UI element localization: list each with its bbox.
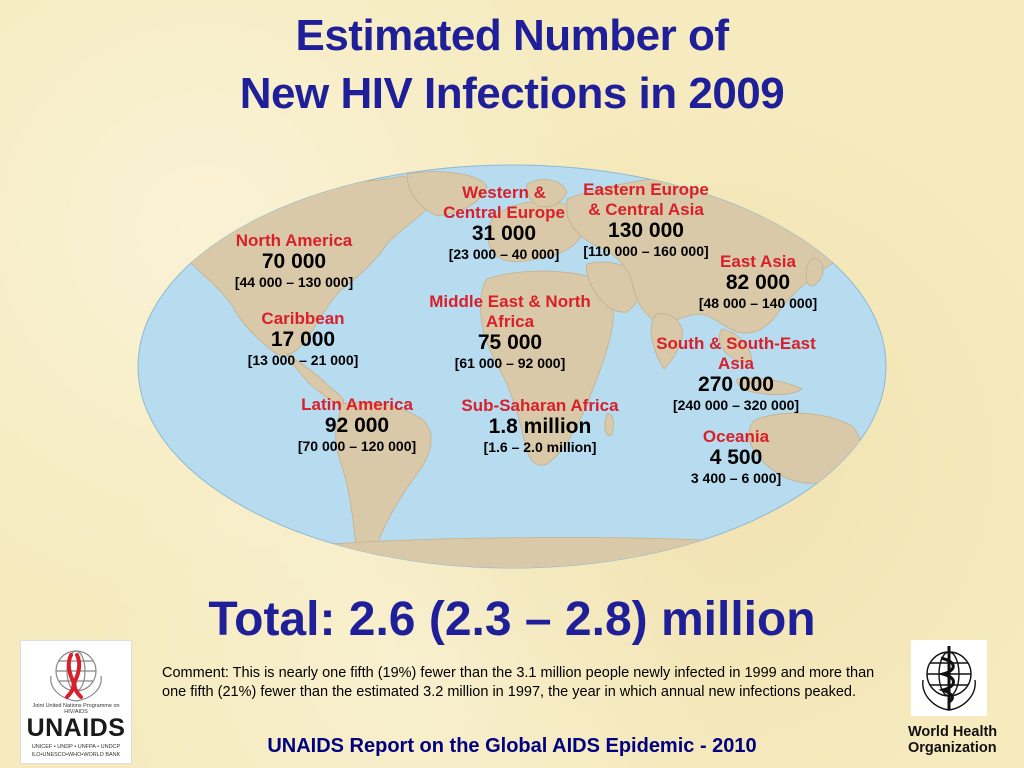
- region-name: Middle East & North: [429, 292, 591, 311]
- region-range: [240 000 – 320 000]: [672, 397, 800, 413]
- unaids-cosponsors-1: UNICEF • UNDP • UNFPA • UNDCP: [31, 744, 121, 750]
- land-indonesia: [736, 377, 803, 396]
- region-value: 82 000: [725, 271, 791, 294]
- region-value: 4 500: [709, 446, 763, 469]
- region-eastern-europe-central-asia: Eastern Europe & Central Asia 130 000 [110 …: [583, 180, 709, 260]
- footer-source: UNAIDS Report on the Global AIDS Epidemi…: [267, 735, 757, 757]
- region-range: [61 000 – 92 000]: [454, 355, 566, 371]
- region-name: Africa: [485, 312, 535, 331]
- region-north-america: North America 70 000 [44 000 – 130 000]: [235, 231, 353, 291]
- unaids-tagline: Joint United Nations Programme on HIV/AI…: [32, 703, 120, 715]
- world-map: [137, 164, 887, 569]
- region-range: [23 000 – 40 000]: [448, 246, 560, 262]
- region-latin-america: Latin America 92 000 [70 000 – 120 000]: [298, 395, 416, 455]
- land-new-zealand: [868, 483, 878, 504]
- region-value: 130 000: [608, 219, 684, 242]
- who-logo: World Health Organization: [902, 640, 1012, 762]
- region-name: Sub-Saharan Africa: [461, 396, 619, 415]
- region-value: 1.8 million: [488, 415, 592, 438]
- land-southeast-asia: [718, 328, 753, 363]
- region-name: Central Europe: [443, 203, 565, 222]
- title-line-2: New HIV Infections in 2009: [239, 69, 785, 118]
- region-value: 92 000: [324, 414, 390, 437]
- land-greenland: [406, 171, 488, 217]
- land-scandinavia: [526, 179, 568, 208]
- region-range: [44 000 – 130 000]: [234, 274, 354, 290]
- region-range: [70 000 – 120 000]: [297, 438, 417, 454]
- region-middle-east-north-africa: Middle East & North Africa 75 000 [61 000 –…: [429, 292, 591, 372]
- region-value: 75 000: [477, 331, 543, 354]
- region-name: Oceania: [702, 427, 770, 446]
- region-name: Eastern Europe: [583, 180, 709, 199]
- region-value: 70 000: [261, 250, 327, 273]
- region-name: Latin America: [301, 395, 413, 414]
- unaids-wordmark: UNAIDS: [26, 714, 126, 742]
- who-emblem-icon: [922, 646, 976, 711]
- region-name: Western &: [462, 183, 546, 202]
- region-value: 270 000: [698, 373, 774, 396]
- region-range: [48 000 – 140 000]: [698, 295, 818, 311]
- region-range: [13 000 – 21 000]: [247, 352, 359, 368]
- region-value: 17 000: [270, 328, 336, 351]
- unaids-emblem-icon: [50, 650, 102, 702]
- region-range: [110 000 – 160 000]: [583, 243, 709, 259]
- who-name-line-2: Organization: [908, 740, 997, 756]
- region-name: Asia: [718, 354, 754, 373]
- region-east-asia: East Asia 82 000 [48 000 – 140 000]: [699, 252, 817, 312]
- region-range: 3 400 – 6 000]: [690, 470, 782, 486]
- region-name: Caribbean: [261, 309, 345, 328]
- title-line-1: Estimated Number of: [295, 11, 729, 60]
- total-label: Total: 2.6 (2.3 – 2.8) million: [208, 593, 816, 646]
- unaids-cosponsors-2: ILO•UNESCO•WHO•WORLD BANK: [31, 752, 121, 758]
- region-name: North America: [235, 231, 353, 250]
- region-value: 31 000: [471, 222, 537, 245]
- comment-text: Comment: This is nearly one fifth (19%) …: [162, 665, 875, 700]
- land-india: [650, 313, 683, 370]
- land-antarctica: [196, 537, 858, 568]
- region-western-central-europe: Western & Central Europe 31 000 [23 000 – 4…: [443, 183, 565, 263]
- region-name: East Asia: [720, 252, 796, 271]
- land-japan: [805, 257, 824, 287]
- who-name-line-1: World Health: [908, 724, 998, 740]
- region-sub-saharan-africa: Sub-Saharan Africa 1.8 million [1.6 – 2.0 …: [461, 396, 618, 456]
- region-range: [1.6 – 2.0 million]: [483, 439, 597, 455]
- land-madagascar: [604, 413, 614, 437]
- region-name: & Central Asia: [588, 200, 704, 219]
- region-oceania: Oceania 4 500 3 400 – 6 000]: [691, 427, 781, 487]
- unaids-logo: Joint United Nations Programme on HIV/AI…: [20, 640, 132, 764]
- region-name: South & South-East: [656, 334, 816, 353]
- region-south-south-east-asia: South & South-East Asia 270 000 [240 000 – …: [656, 334, 816, 414]
- region-caribbean: Caribbean 17 000 [13 000 – 21 000]: [248, 309, 359, 369]
